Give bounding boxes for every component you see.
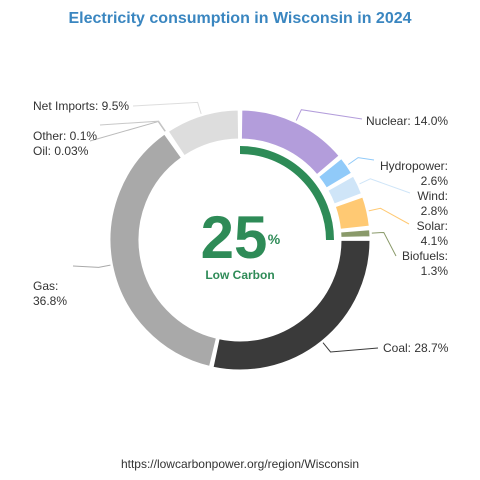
slice-gas	[109, 133, 217, 367]
slice-coal	[212, 239, 371, 371]
leader-solar	[368, 207, 410, 225]
leader-lines	[72, 101, 411, 353]
slice-wind	[327, 175, 362, 205]
source-url: https://lowcarbonpower.org/region/Wiscon…	[120, 457, 360, 471]
leader-other	[99, 120, 166, 132]
slice-net-imports	[167, 109, 240, 157]
slice-solar	[334, 196, 370, 230]
leader-wind	[359, 178, 411, 194]
leader-biofuels	[371, 231, 397, 257]
leader-net-imports	[132, 101, 202, 114]
label-nuclear: Nuclear: 14.0%	[366, 114, 448, 128]
slice-labels: Nuclear: 14.0% Hydropower: 2.6%Wind: 2.8%So…	[33, 99, 449, 355]
center-value: 25	[201, 204, 268, 271]
label-hydropower: Hydropower: 2.6%	[380, 159, 448, 188]
donut-slices	[109, 109, 371, 371]
slice-hydropower	[318, 158, 352, 189]
label-net-imports: Net Imports: 9.5%	[33, 99, 129, 113]
center-label: Low Carbon	[205, 268, 274, 282]
slice-biofuels	[340, 229, 371, 238]
label-other: Other: 0.1%	[33, 129, 97, 143]
label-coal: Coal: 28.7%	[383, 341, 449, 355]
low-carbon-arc	[239, 146, 334, 241]
leader-coal	[322, 342, 379, 353]
center-unit: %	[268, 231, 281, 247]
label-solar: Solar: 4.1%	[417, 219, 449, 248]
label-oil: Oil: 0.03%	[33, 144, 89, 158]
leader-gas	[72, 264, 111, 268]
label-gas: Gas: 36.8%	[33, 279, 67, 308]
label-biofuels: Biofuels: 1.3%	[402, 249, 448, 278]
label-wind: Wind: 2.8%	[417, 189, 448, 218]
leader-hydropower	[347, 157, 375, 165]
chart-title: Electricity consumption in Wisconsin in …	[68, 10, 412, 27]
leader-nuclear	[295, 109, 363, 121]
slice-nuclear	[240, 109, 340, 176]
